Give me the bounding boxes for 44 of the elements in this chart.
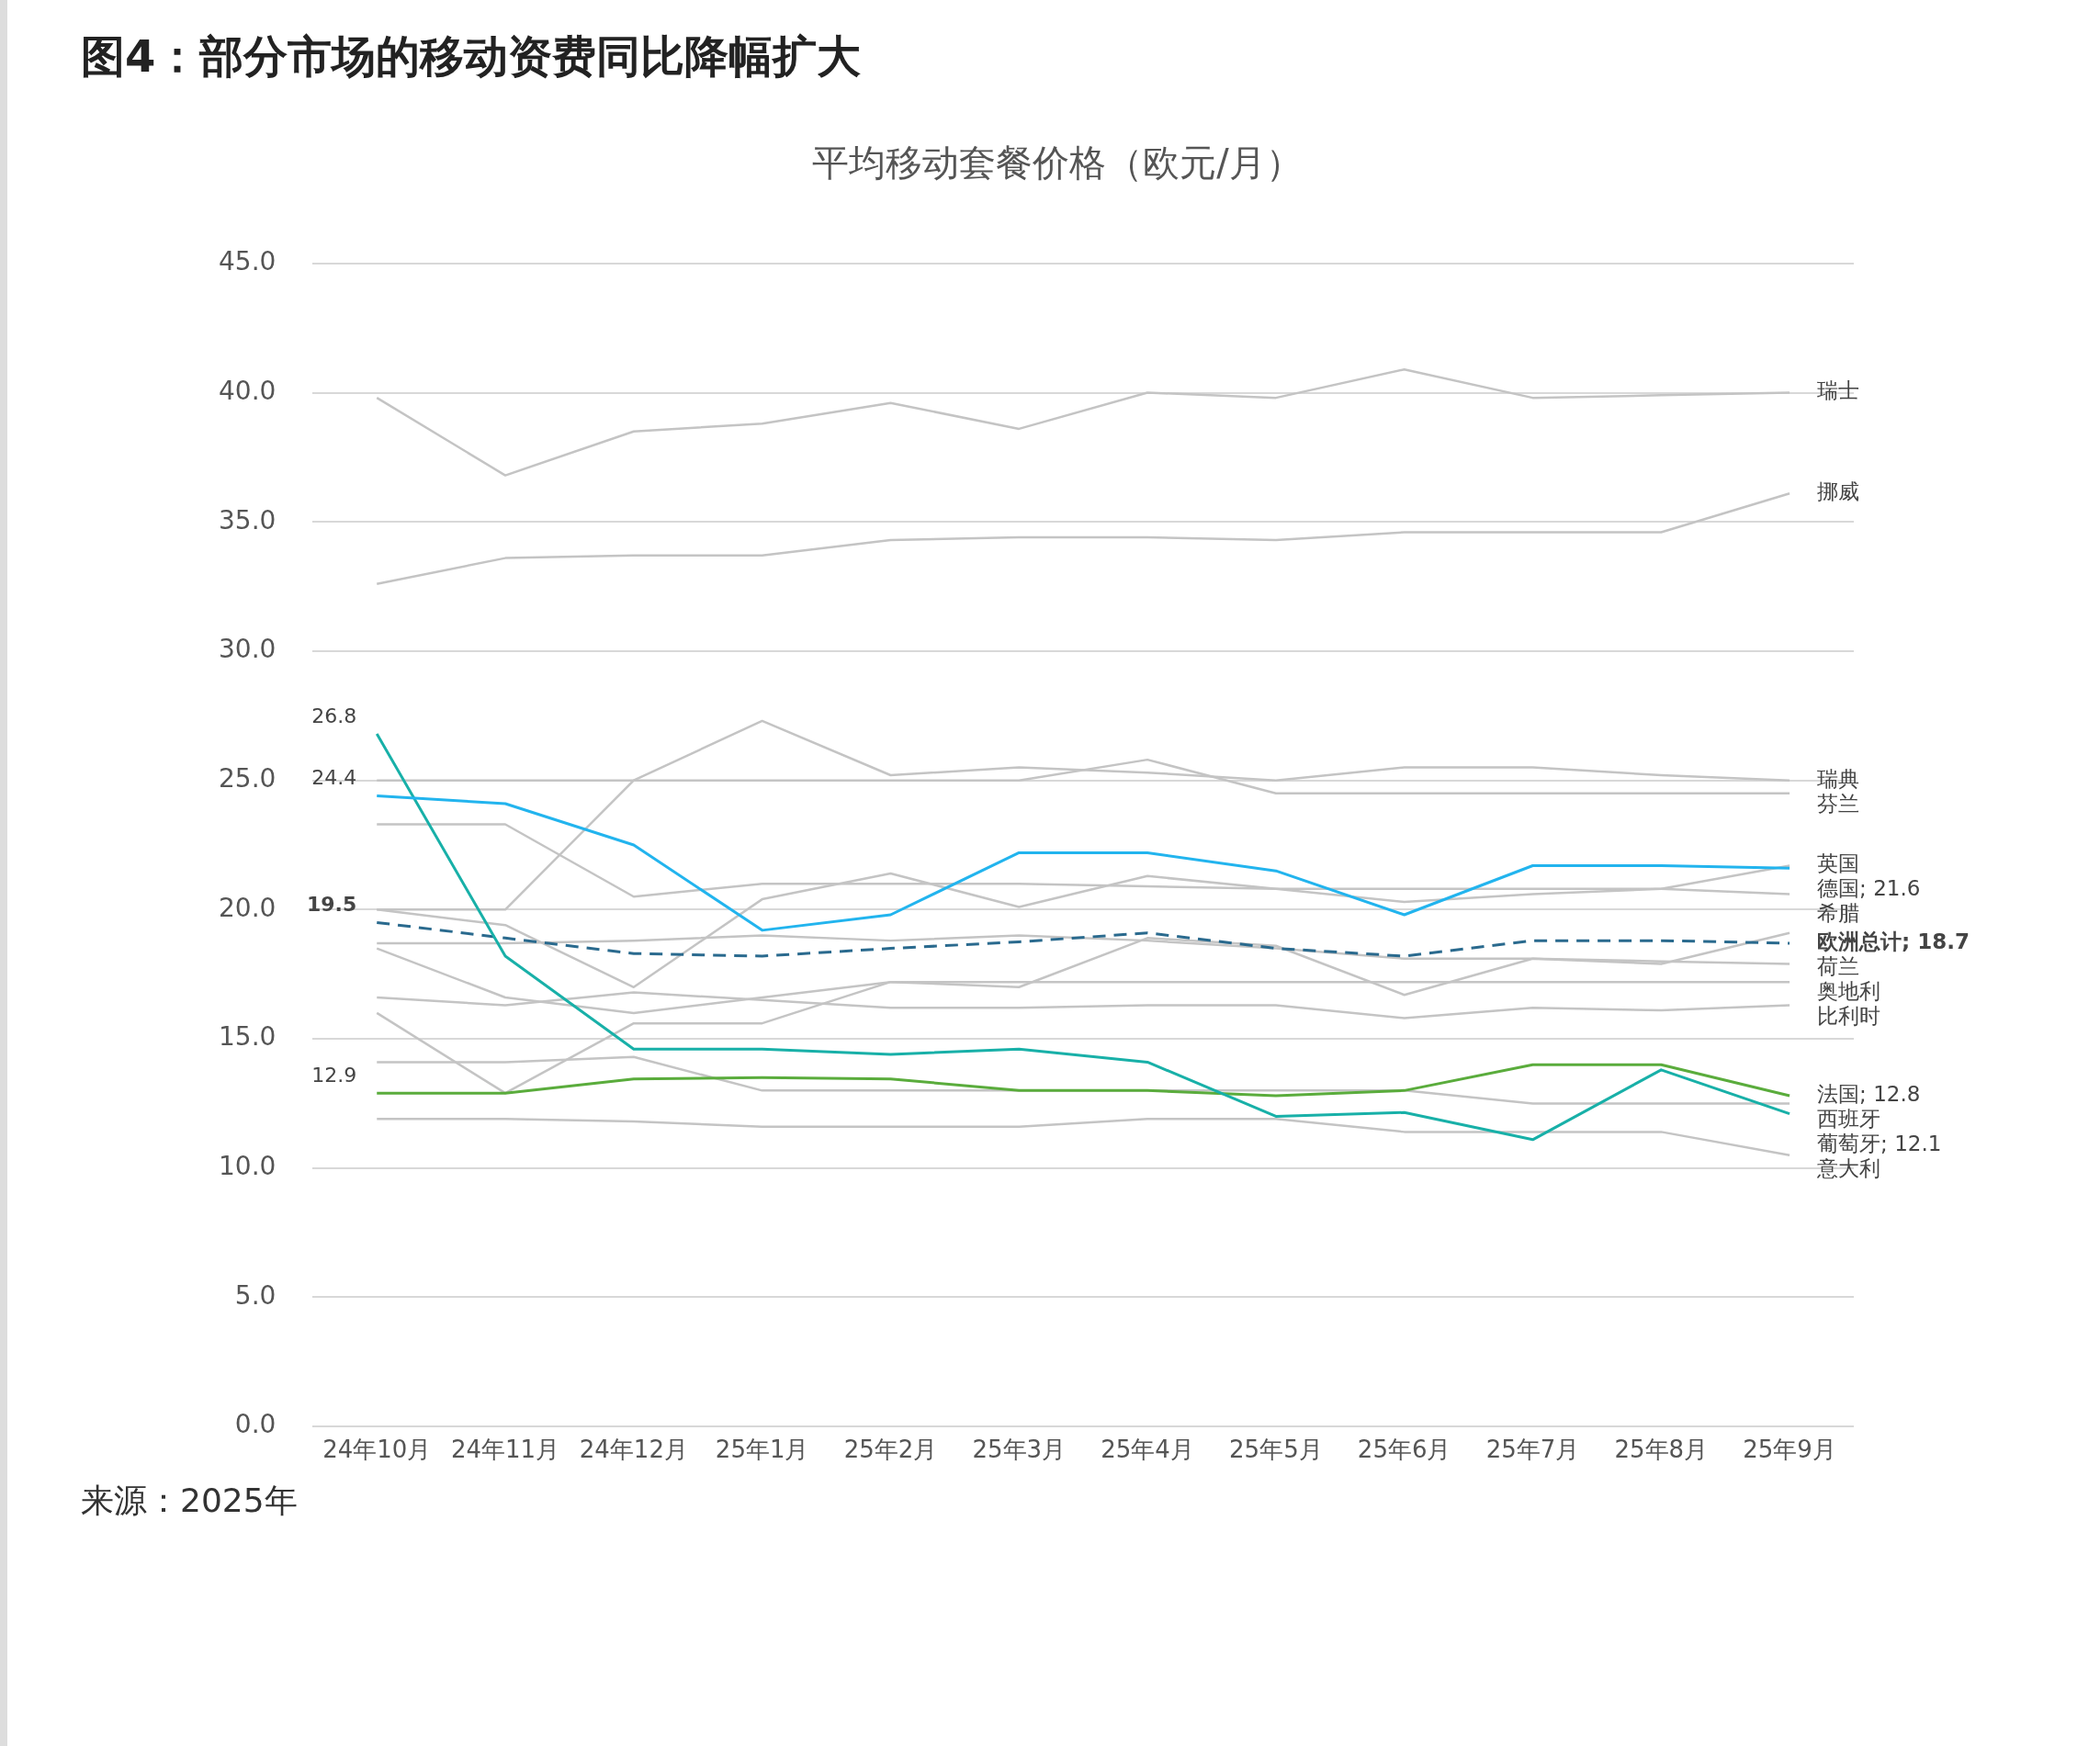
- x-tick-label: 25年8月: [1614, 1435, 1709, 1463]
- y-tick-label: 10.0: [219, 1151, 277, 1182]
- data-label: 26.8: [311, 704, 357, 727]
- series-label: 奥地利: [1817, 978, 1881, 1003]
- x-tick-label: 24年12月: [579, 1435, 688, 1463]
- x-tick-label: 25年3月: [972, 1435, 1067, 1463]
- y-tick-label: 25.0: [219, 762, 277, 794]
- series-label: 芬兰: [1817, 791, 1860, 816]
- data-label: 24.4: [311, 766, 357, 790]
- series-label: 英国: [1817, 851, 1860, 876]
- y-tick-label: 40.0: [219, 375, 277, 406]
- y-tick-label: 45.0: [219, 246, 277, 277]
- series-label: 西班牙: [1817, 1106, 1881, 1131]
- data-label: 12.9: [311, 1063, 357, 1087]
- text: 欧洲总计; 18.7: [1817, 929, 1970, 953]
- data-label: 19.5: [306, 893, 357, 917]
- y-tick-label: 5.0: [234, 1279, 277, 1311]
- text: 德国; 21.6: [1817, 876, 1921, 901]
- series-label: 挪威: [1817, 479, 1860, 504]
- x-tick-label: 25年7月: [1485, 1435, 1580, 1463]
- y-tick-label: 20.0: [219, 892, 277, 923]
- x-tick-label: 24年11月: [450, 1435, 560, 1463]
- y-tick-label: 15.0: [219, 1021, 277, 1053]
- x-tick-label: 25年6月: [1357, 1435, 1451, 1463]
- series-label: 瑞典: [1817, 766, 1860, 791]
- chart-subtitle: 平均移动套餐价格（欧元/月）: [811, 141, 1304, 186]
- x-tick-label: 25年2月: [843, 1435, 938, 1463]
- source-note: 来源：2025年: [81, 1481, 298, 1521]
- text: 葡萄牙; 12.1: [1817, 1131, 1942, 1155]
- y-tick-label: 35.0: [219, 504, 277, 535]
- chart-title: 图4：部分市场的移动资费同比降幅扩大: [81, 29, 862, 84]
- series-label: 比利时: [1817, 1003, 1881, 1028]
- series-label: 瑞士: [1817, 378, 1860, 403]
- x-tick-label: 25年1月: [715, 1435, 809, 1463]
- series-label: 荷兰: [1817, 953, 1860, 978]
- y-tick-label: 0.0: [234, 1409, 277, 1440]
- x-tick-label: 25年4月: [1101, 1435, 1194, 1463]
- x-tick-label: 24年10月: [322, 1435, 432, 1463]
- x-tick-label: 25年9月: [1743, 1435, 1836, 1463]
- series-label: 希腊: [1817, 901, 1860, 926]
- x-tick-label: 25年5月: [1229, 1435, 1323, 1463]
- y-tick-label: 30.0: [219, 634, 277, 665]
- text: 法国; 12.8: [1817, 1081, 1921, 1106]
- series-label: 意大利: [1816, 1155, 1881, 1180]
